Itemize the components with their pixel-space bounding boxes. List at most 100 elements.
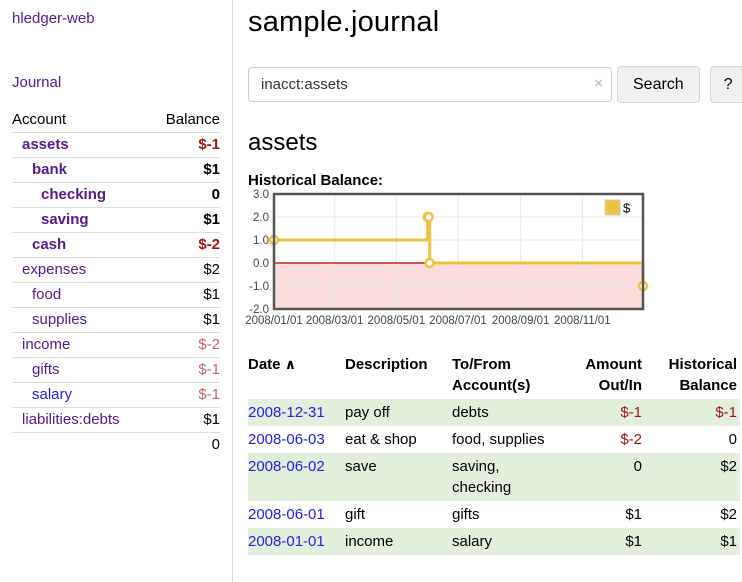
account-link-cash[interactable]: cash	[32, 236, 67, 253]
transaction-date-link[interactable]: 2008-06-01	[248, 506, 325, 523]
svg-text:-1.0: -1.0	[249, 281, 269, 293]
account-balance: $-2	[150, 332, 220, 358]
transaction-description: pay off	[345, 404, 390, 421]
account-row: bank $1	[12, 157, 220, 183]
transaction-balance: $2	[720, 506, 737, 523]
search-input[interactable]	[248, 67, 612, 102]
account-row: gifts $-1	[12, 357, 220, 383]
account-row: cash $-2	[12, 232, 220, 258]
accounts-table: Account Balance assets $-1 bank $1 checkin…	[12, 108, 220, 457]
svg-text:2008/11/01: 2008/11/01	[554, 315, 611, 327]
register-header-accounts: To/From Account(s)	[452, 356, 531, 394]
account-row: checking 0	[12, 182, 220, 208]
account-balance: $1	[150, 157, 220, 183]
account-row: salary $-1	[12, 382, 220, 408]
transaction-description: eat & shop	[345, 431, 417, 448]
svg-text:2008/07/01: 2008/07/01	[429, 315, 487, 327]
transaction-balance: 0	[728, 431, 737, 448]
transaction-amount: $1	[625, 533, 642, 550]
transaction-description: save	[345, 458, 377, 475]
svg-text:0.0: 0.0	[253, 258, 269, 270]
svg-text:2008/05/01: 2008/05/01	[368, 315, 426, 327]
app-brand-link[interactable]: hledger-web	[12, 10, 95, 27]
svg-text:2.0: 2.0	[253, 212, 269, 224]
help-button[interactable]: ?	[709, 66, 742, 103]
search-button[interactable]: Search	[617, 66, 700, 103]
account-balance: $-1	[150, 132, 220, 158]
register-header-balance: Historical Balance	[668, 356, 737, 394]
register-table: Date ∧ Description To/From Account(s) Am…	[248, 351, 740, 555]
account-row: assets $-1	[12, 132, 220, 158]
transaction-balance: $-1	[715, 404, 737, 421]
transaction-date-link[interactable]: 2008-06-03	[248, 431, 325, 448]
accounts-header-row: Account Balance	[12, 108, 220, 133]
account-balance: $1	[150, 307, 220, 333]
account-link-income[interactable]: income	[22, 336, 71, 353]
transaction-amount: 0	[633, 458, 642, 475]
register-header-description: Description	[345, 356, 428, 373]
account-balance: $2	[150, 257, 220, 283]
account-balance: 0	[150, 182, 220, 208]
register-row: 2008-01-01 income salary $1 $1	[248, 528, 740, 555]
transaction-accounts: food, supplies	[452, 431, 545, 448]
account-balance: $1	[150, 282, 220, 308]
search-box: ×	[248, 67, 612, 102]
svg-text:2008/01/01: 2008/01/01	[245, 315, 303, 327]
account-row: liabilities:debts $1	[12, 407, 220, 433]
svg-text:2008/09/01: 2008/09/01	[492, 315, 550, 327]
accounts-total-value: 0	[150, 432, 220, 457]
register-row: 2008-06-02 save saving, checking 0 $2	[248, 453, 740, 501]
account-link-checking[interactable]: checking	[41, 186, 107, 203]
sidebar-item-journal[interactable]: Journal	[12, 74, 62, 91]
account-heading: assets	[248, 129, 318, 156]
account-row: supplies $1	[12, 307, 220, 333]
transaction-balance: $1	[720, 533, 737, 550]
account-link-saving[interactable]: saving	[41, 211, 89, 228]
account-link-expenses[interactable]: expenses	[22, 261, 87, 278]
register-row: 2008-06-01 gift gifts $1 $2	[248, 501, 740, 528]
chart-title: Historical Balance:	[248, 172, 384, 189]
account-row: income $-2	[12, 332, 220, 358]
account-link-salary[interactable]: salary	[32, 386, 73, 403]
register-header-row: Date ∧ Description To/From Account(s) Am…	[248, 351, 740, 399]
account-balance: $-2	[150, 232, 220, 258]
account-balance: $-1	[150, 382, 220, 408]
page-title: sample.journal	[248, 6, 440, 38]
accounts-header-balance: Balance	[150, 108, 220, 133]
account-link-liabilities-debts[interactable]: liabilities:debts	[22, 411, 120, 428]
account-link-supplies[interactable]: supplies	[32, 311, 88, 328]
svg-text:-2.0: -2.0	[249, 304, 269, 316]
transaction-accounts: debts	[452, 404, 489, 421]
svg-text:1.0: 1.0	[253, 235, 269, 247]
svg-text:3.0: 3.0	[253, 189, 269, 201]
account-balance: $1	[150, 207, 220, 233]
account-link-gifts[interactable]: gifts	[32, 361, 60, 378]
svg-text:$: $	[623, 201, 631, 216]
account-row: saving $1	[12, 207, 220, 233]
transaction-amount: $-2	[620, 431, 642, 448]
account-row: expenses $2	[12, 257, 220, 283]
svg-text:2008/03/01: 2008/03/01	[306, 315, 364, 327]
transaction-description: gift	[345, 506, 366, 523]
transaction-date-link[interactable]: 2008-12-31	[248, 404, 325, 421]
sidebar: hledger-web Journal Account Balance asse…	[0, 0, 233, 582]
accounts-total-row: 0	[12, 432, 220, 457]
account-link-bank[interactable]: bank	[32, 161, 68, 178]
clear-search-icon[interactable]: ×	[594, 75, 603, 92]
sort-ascending-icon: ∧	[284, 356, 297, 372]
transaction-amount: $1	[625, 506, 642, 523]
account-link-assets[interactable]: assets	[22, 136, 69, 153]
transaction-date-link[interactable]: 2008-01-01	[248, 533, 325, 550]
transaction-accounts: saving, checking	[452, 458, 512, 496]
register-header-date[interactable]: Date ∧	[248, 356, 297, 373]
transaction-date-link[interactable]: 2008-06-02	[248, 458, 325, 475]
account-link-food[interactable]: food	[32, 286, 62, 303]
main-content: sample.journal × Search ? assets Histori…	[245, 0, 742, 555]
register-row: 2008-12-31 pay off debts $-1 $-1	[248, 399, 740, 426]
transaction-amount: $-1	[620, 404, 642, 421]
register-row: 2008-06-03 eat & shop food, supplies $-2…	[248, 426, 740, 453]
account-balance: $-1	[150, 357, 220, 383]
transaction-accounts: gifts	[452, 506, 480, 523]
transaction-balance: $2	[720, 458, 737, 475]
